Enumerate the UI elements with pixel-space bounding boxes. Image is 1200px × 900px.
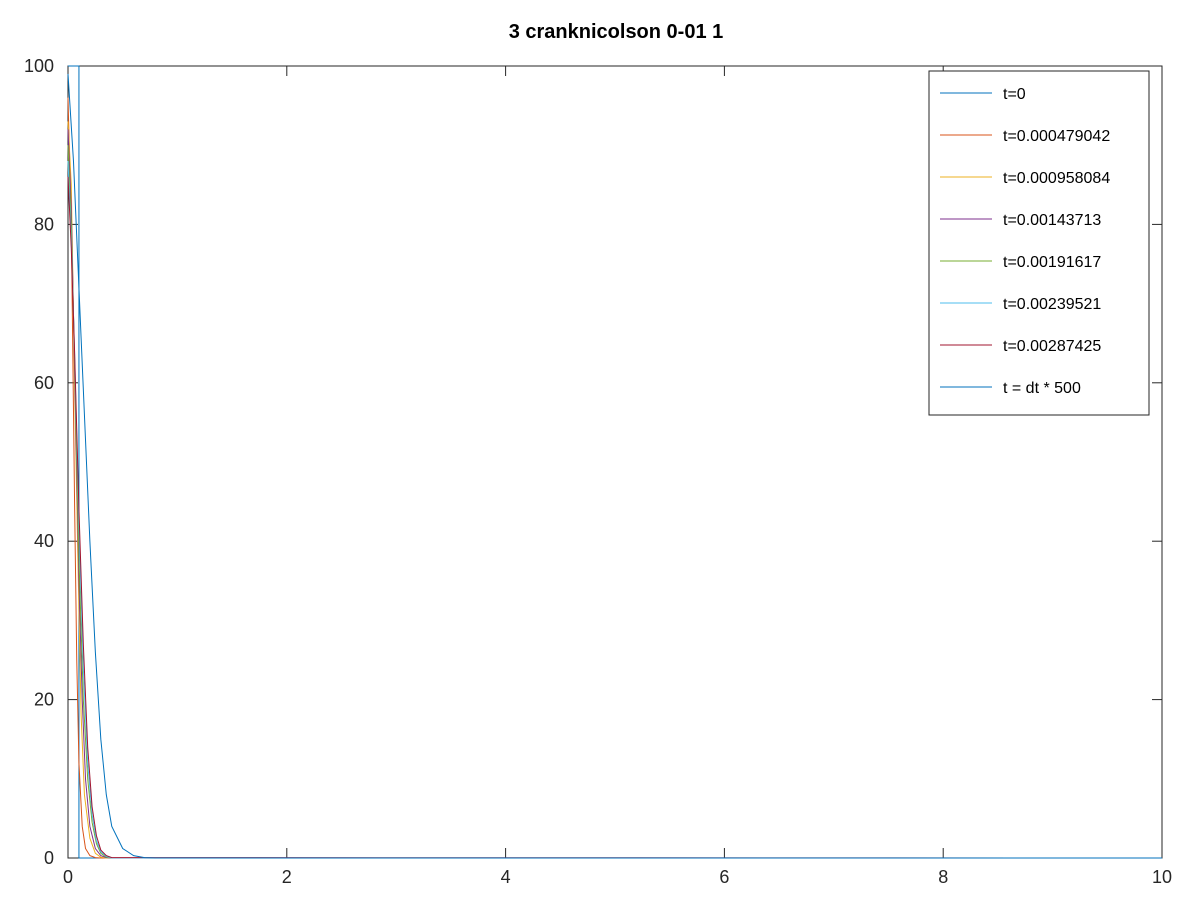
x-tick-label: 0 [63, 867, 73, 887]
legend-label: t=0.00191617 [1003, 254, 1101, 271]
legend-label: t = dt * 500 [1003, 380, 1081, 397]
chart-title: 3 cranknicolson 0-01 1 [509, 21, 724, 43]
legend-label: t=0.00287425 [1003, 338, 1101, 355]
y-tick-label: 0 [44, 848, 54, 868]
legend-label: t=0.00143713 [1003, 212, 1101, 229]
x-tick-label: 8 [938, 867, 948, 887]
x-tick-label: 4 [501, 867, 511, 887]
y-tick-label: 60 [34, 373, 54, 393]
series-line-7 [67, 73, 1162, 859]
legend-label: t=0.00239521 [1003, 296, 1101, 313]
y-tick-label: 20 [34, 690, 54, 710]
legend-label: t=0.000479042 [1003, 128, 1110, 145]
y-tick-label: 40 [34, 531, 54, 551]
y-tick-label: 80 [34, 214, 54, 234]
y-tick-label: 100 [24, 56, 54, 76]
x-tick-label: 10 [1152, 867, 1172, 887]
legend-label: t=0.000958084 [1003, 170, 1110, 187]
series-line-6 [67, 176, 1163, 859]
x-tick-label: 6 [719, 867, 729, 887]
x-tick-label: 2 [282, 867, 292, 887]
legend-box [928, 70, 1150, 416]
series-line-1 [67, 97, 1162, 859]
legend-label: t=0 [1003, 86, 1026, 103]
